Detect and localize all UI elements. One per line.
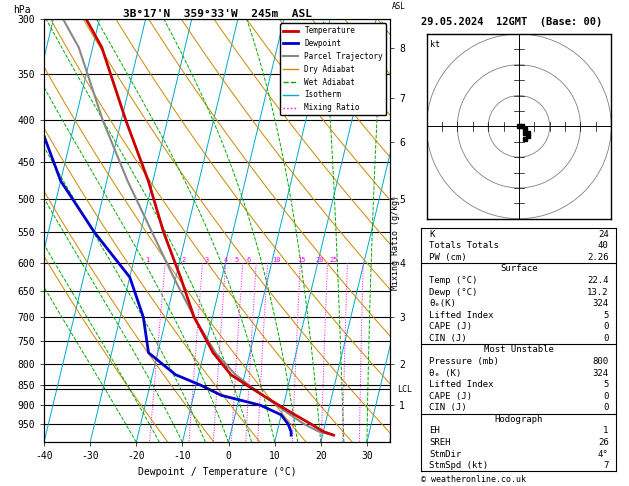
Text: CAPE (J): CAPE (J)	[429, 322, 472, 331]
Text: Pressure (mb): Pressure (mb)	[429, 357, 499, 366]
Text: Lifted Index: Lifted Index	[429, 311, 494, 320]
X-axis label: Dewpoint / Temperature (°C): Dewpoint / Temperature (°C)	[138, 467, 296, 477]
Text: 4: 4	[223, 257, 228, 263]
Text: StmDir: StmDir	[429, 450, 462, 459]
Text: 22.4: 22.4	[587, 276, 609, 285]
Text: 0: 0	[603, 392, 609, 400]
Text: 24: 24	[598, 230, 609, 239]
Text: θₑ(K): θₑ(K)	[429, 299, 456, 308]
Text: 7: 7	[603, 461, 609, 470]
Text: CAPE (J): CAPE (J)	[429, 392, 472, 400]
Text: 29.05.2024  12GMT  (Base: 00): 29.05.2024 12GMT (Base: 00)	[421, 17, 603, 27]
Text: Mixing Ratio (g/kg): Mixing Ratio (g/kg)	[391, 195, 399, 291]
Text: 0: 0	[603, 334, 609, 343]
Text: Surface: Surface	[500, 264, 538, 274]
Text: EH: EH	[429, 426, 440, 435]
Text: Dewp (°C): Dewp (°C)	[429, 288, 477, 296]
Text: 1: 1	[603, 426, 609, 435]
Text: 800: 800	[593, 357, 609, 366]
Text: LCL: LCL	[397, 385, 412, 394]
Text: km
ASL: km ASL	[392, 0, 406, 11]
Text: 1: 1	[145, 257, 149, 263]
Text: 13.2: 13.2	[587, 288, 609, 296]
Text: kt: kt	[430, 39, 440, 49]
Text: 10: 10	[272, 257, 281, 263]
Text: Totals Totals: Totals Totals	[429, 241, 499, 250]
Text: Hodograph: Hodograph	[495, 415, 543, 424]
Legend: Temperature, Dewpoint, Parcel Trajectory, Dry Adiabat, Wet Adiabat, Isotherm, Mi: Temperature, Dewpoint, Parcel Trajectory…	[280, 23, 386, 115]
Text: © weatheronline.co.uk: © weatheronline.co.uk	[421, 474, 526, 484]
Text: 20: 20	[316, 257, 325, 263]
Text: CIN (J): CIN (J)	[429, 334, 467, 343]
Text: 324: 324	[593, 299, 609, 308]
Text: hPa: hPa	[13, 5, 31, 15]
Text: θₑ (K): θₑ (K)	[429, 368, 462, 378]
Text: 324: 324	[593, 368, 609, 378]
Title: 3B°17'N  359°33'W  245m  ASL: 3B°17'N 359°33'W 245m ASL	[123, 9, 311, 18]
Text: 25: 25	[330, 257, 338, 263]
Text: PW (cm): PW (cm)	[429, 253, 467, 262]
Text: StmSpd (kt): StmSpd (kt)	[429, 461, 488, 470]
Text: 0: 0	[603, 322, 609, 331]
Text: Most Unstable: Most Unstable	[484, 346, 554, 354]
Text: 2: 2	[182, 257, 186, 263]
Text: Temp (°C): Temp (°C)	[429, 276, 477, 285]
Text: K: K	[429, 230, 435, 239]
Text: 5: 5	[603, 380, 609, 389]
Text: SREH: SREH	[429, 438, 451, 447]
Text: 40: 40	[598, 241, 609, 250]
Text: 5: 5	[603, 311, 609, 320]
Text: 26: 26	[598, 438, 609, 447]
Text: 15: 15	[298, 257, 306, 263]
Text: 4°: 4°	[598, 450, 609, 459]
Text: 6: 6	[247, 257, 250, 263]
Text: 2.26: 2.26	[587, 253, 609, 262]
Text: 3: 3	[205, 257, 209, 263]
Text: Lifted Index: Lifted Index	[429, 380, 494, 389]
Text: CIN (J): CIN (J)	[429, 403, 467, 412]
Text: 5: 5	[235, 257, 239, 263]
Text: 0: 0	[603, 403, 609, 412]
